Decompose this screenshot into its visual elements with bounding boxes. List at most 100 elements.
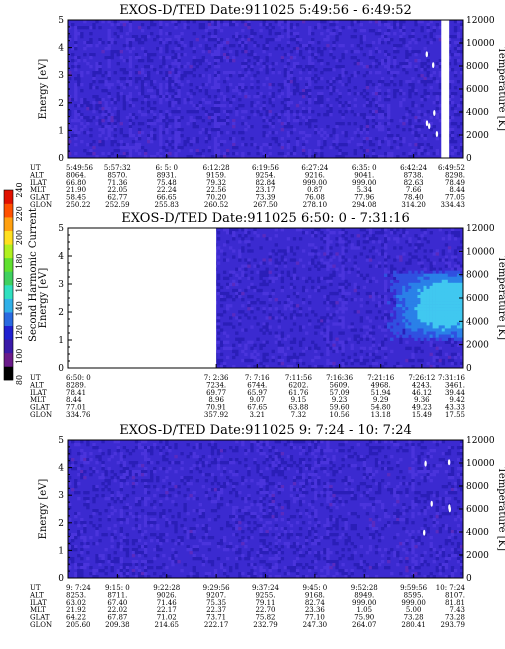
heatmap-cell (368, 237, 373, 241)
heatmap-cell (150, 20, 154, 24)
heatmap-cell (153, 128, 157, 132)
heatmap-cell (244, 92, 248, 96)
ephemeris-value: 8289. (66, 381, 86, 389)
heatmap-cell (74, 152, 78, 156)
heatmap-cell (216, 128, 221, 132)
heatmap-cell (222, 71, 227, 75)
heatmap-cell (326, 98, 330, 102)
heatmap-cell (213, 137, 218, 141)
heatmap-cell (377, 113, 382, 117)
heatmap-cell (104, 56, 108, 60)
heatmap-cell (283, 316, 288, 320)
heatmap-cell (453, 20, 458, 24)
heatmap-hot-cell (423, 325, 427, 329)
heatmap-cell (447, 80, 452, 84)
heatmap-cell (308, 107, 312, 111)
heatmap-cell (271, 288, 275, 293)
heatmap-cell (426, 92, 430, 96)
heatmap-cell (326, 352, 330, 357)
heatmap-cell (393, 71, 397, 75)
heatmap-hot-cell (414, 270, 418, 274)
heatmap-cell (247, 240, 251, 244)
heatmap-cell (168, 38, 172, 42)
heatmap-cell (192, 92, 196, 96)
heatmap-cell (289, 301, 294, 305)
heatmap-cell (101, 131, 105, 135)
heatmap-cell (256, 358, 260, 363)
heatmap-cell (77, 131, 81, 135)
heatmap-cell (332, 349, 336, 354)
heatmap-cell (305, 77, 309, 81)
heatmap-cell (314, 53, 318, 57)
heatmap-cell (107, 38, 111, 42)
heatmap-cell (426, 152, 430, 156)
heatmap-hot-cell (423, 331, 427, 335)
heatmap-cell (216, 101, 221, 105)
heatmap-cell (338, 240, 342, 244)
heatmap-cell (365, 44, 370, 48)
heatmap-cell (92, 26, 96, 30)
heatmap-hot-cell (417, 282, 421, 287)
heatmap-cell (268, 143, 272, 147)
heatmap-cell (265, 143, 269, 147)
heatmap-cell (89, 128, 93, 132)
heatmap-hot-cell (441, 276, 446, 281)
heatmap-cell (329, 68, 333, 72)
heatmap-cell (98, 101, 102, 105)
heatmap-cell (174, 41, 178, 45)
heatmap-cell (98, 122, 102, 126)
heatmap-cell (259, 113, 263, 117)
heatmap-hot-cell (450, 319, 455, 323)
heatmap-cell (216, 59, 221, 63)
heatmap-cell (101, 50, 105, 54)
heatmap-cell (116, 80, 120, 84)
heatmap-cell (159, 149, 163, 153)
heatmap-cell (271, 125, 275, 129)
heatmap-cell (292, 92, 297, 96)
heatmap-cell (292, 38, 297, 42)
heatmap-cell (83, 149, 87, 153)
heatmap-cell (420, 68, 424, 72)
heatmap-cell (256, 86, 260, 90)
heatmap-cell (447, 116, 452, 120)
heatmap-cell (450, 146, 455, 150)
heatmap-cell (80, 470, 84, 474)
heatmap-cell (253, 316, 257, 320)
heatmap-cell (174, 101, 178, 105)
heatmap-cell (153, 107, 157, 111)
heatmap-cell (159, 116, 163, 120)
heatmap-cell (444, 261, 449, 265)
heatmap-hot-cell (396, 282, 400, 287)
heatmap-cell (177, 146, 181, 150)
heatmap-cell (116, 35, 120, 39)
heatmap-hot-cell (393, 319, 397, 323)
heatmap-cell (150, 140, 154, 144)
heatmap-cell (107, 47, 111, 51)
heatmap-cell (414, 59, 418, 63)
heatmap-hot-cell (438, 276, 443, 281)
heatmap-cell (128, 23, 133, 27)
heatmap-hot-cell (450, 276, 455, 281)
heatmap-cell (429, 146, 433, 150)
heatmap-cell (83, 452, 87, 456)
heatmap-cell (459, 23, 464, 27)
heatmap-cell (314, 98, 318, 102)
heatmap-cell (153, 80, 157, 84)
heatmap-cell (128, 119, 133, 123)
heatmap-cell (92, 53, 96, 57)
heatmap-cell (353, 98, 357, 102)
heatmap-cell (411, 155, 415, 159)
heatmap-cell (177, 47, 181, 51)
heatmap-cell (283, 53, 288, 57)
ephemeris-value: 999.00 (303, 179, 328, 187)
heatmap-cell (180, 146, 184, 150)
heatmap-cell (207, 20, 212, 24)
heatmap-cell (198, 116, 202, 120)
heatmap-cell (280, 255, 285, 259)
heatmap-cell (326, 228, 330, 232)
ephemeris-value: 6:42:24 (400, 164, 428, 172)
heatmap-cell (122, 143, 127, 147)
heatmap-cell (377, 346, 382, 351)
heatmap-cell (332, 264, 336, 268)
heatmap-cell (128, 71, 133, 75)
